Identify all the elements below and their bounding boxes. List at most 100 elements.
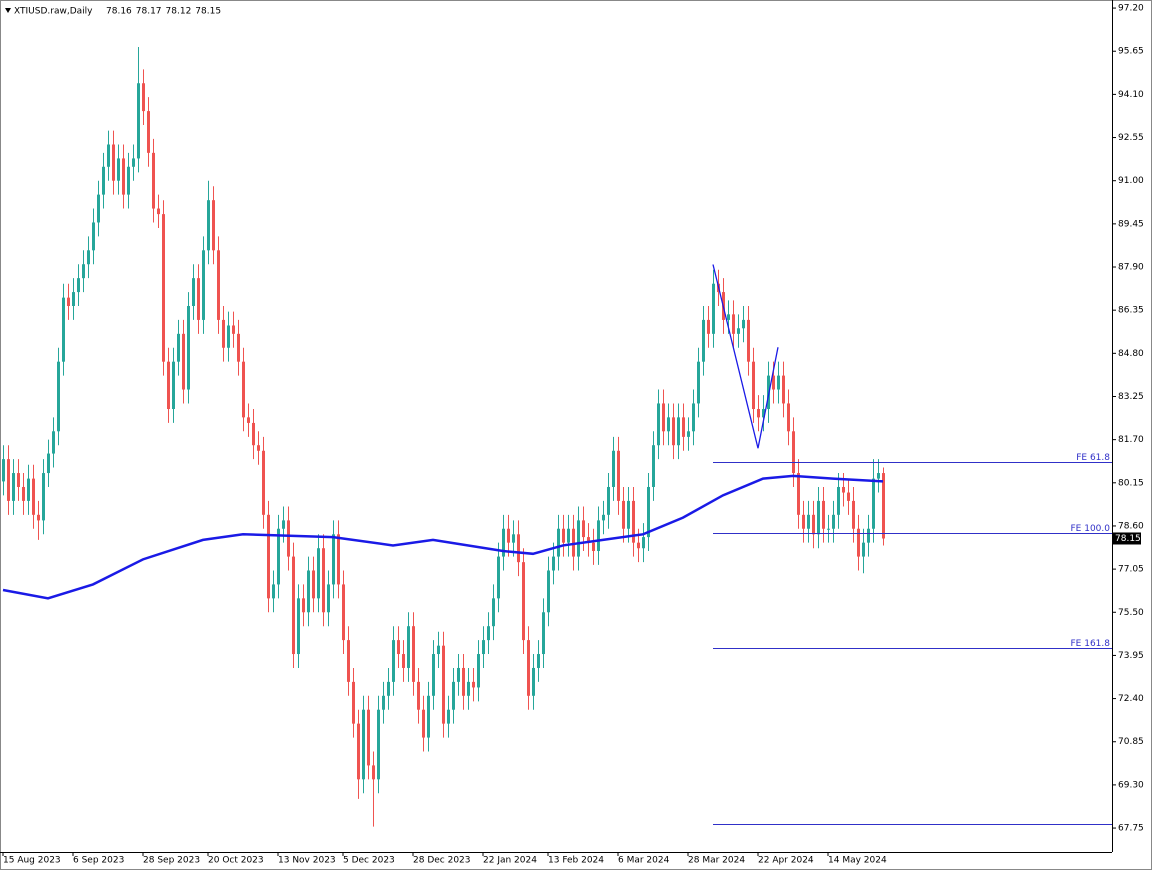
x-tick-label: 22 Apr 2024 <box>758 856 814 866</box>
candle-body <box>492 598 495 627</box>
y-tick-label: 67.75 <box>1118 824 1144 834</box>
y-tick-label: 73.95 <box>1118 651 1144 661</box>
candle-body <box>607 486 610 515</box>
candle-body <box>522 562 525 641</box>
candle-body <box>762 409 765 418</box>
candle-body <box>772 375 775 390</box>
candle-body <box>172 361 175 410</box>
candle-body <box>327 584 330 613</box>
x-tick-label: 28 Dec 2023 <box>413 856 471 866</box>
y-tick-label: 91.00 <box>1118 176 1144 186</box>
candle-body <box>557 528 560 557</box>
candle-body <box>397 640 400 655</box>
candle-body <box>812 514 815 535</box>
candle-body <box>842 486 845 493</box>
candle-body <box>237 333 240 362</box>
candle-body <box>612 450 615 487</box>
candle-body <box>582 520 585 538</box>
y-tick-label: 83.25 <box>1118 392 1144 402</box>
candle-body <box>137 83 140 159</box>
candle-body <box>827 528 830 530</box>
candle-body <box>72 292 75 306</box>
candle-body <box>832 514 835 529</box>
candle-body <box>162 214 165 362</box>
candle-body <box>2 459 5 482</box>
candle-body <box>822 500 825 529</box>
candle-body <box>577 520 580 557</box>
candle-body <box>792 431 795 474</box>
candle-body <box>782 375 785 404</box>
candle-body <box>167 361 170 410</box>
candle-body <box>347 640 350 682</box>
candle-body <box>552 556 555 571</box>
candle-body <box>202 250 205 320</box>
candle-body <box>527 640 530 696</box>
candle-body <box>147 111 150 153</box>
candle-body <box>417 681 420 710</box>
fib-label: FE 61.8 <box>1076 453 1110 463</box>
fib-label: FE 161.8 <box>1071 639 1111 649</box>
candle-body <box>657 403 660 446</box>
candle-body <box>787 403 790 432</box>
candle-body <box>232 325 235 334</box>
candle-body <box>7 459 10 501</box>
x-tick-label: 13 Nov 2023 <box>278 856 336 866</box>
candle-body <box>182 333 185 390</box>
candle-body <box>187 305 190 390</box>
candle-body <box>107 144 110 167</box>
candle-body <box>802 514 805 529</box>
candle-body <box>737 328 740 334</box>
candle-body <box>692 403 695 432</box>
x-tick-label: 6 Sep 2023 <box>73 856 124 866</box>
candle-body <box>457 667 460 682</box>
candle-body <box>872 478 875 529</box>
candle-body <box>697 361 700 404</box>
header-price: 78.12 <box>166 7 192 17</box>
candle-body <box>747 319 750 362</box>
candle-body <box>517 534 520 563</box>
candle-body <box>432 654 435 696</box>
candle-body <box>412 626 415 682</box>
candle-body <box>677 417 680 446</box>
candle-body <box>342 584 345 641</box>
candle-body <box>757 409 760 418</box>
y-tick-label: 70.85 <box>1118 737 1144 747</box>
fib-label: FE 100.0 <box>1071 524 1111 534</box>
candle-body <box>567 528 570 543</box>
candle-body <box>207 200 210 251</box>
candle-body <box>247 417 250 423</box>
candle-body <box>362 709 365 780</box>
candle-body <box>257 445 260 451</box>
candle-body <box>142 83 145 112</box>
candle-body <box>392 640 395 682</box>
x-tick-label: 13 Feb 2024 <box>548 856 604 866</box>
candle-body <box>57 361 60 432</box>
candle-body <box>502 528 505 557</box>
candle-body <box>82 264 85 279</box>
candle-body <box>667 417 670 432</box>
candle-body <box>42 473 45 521</box>
candle-body <box>437 645 440 655</box>
candle-body <box>777 375 780 390</box>
y-tick-label: 86.35 <box>1118 306 1144 316</box>
x-tick-label: 15 Aug 2023 <box>3 856 61 866</box>
candle-body <box>297 598 300 655</box>
y-tick-label: 75.50 <box>1118 608 1144 618</box>
candle-body <box>632 500 635 543</box>
candle-body <box>687 431 690 437</box>
candle-body <box>62 297 65 362</box>
x-tick-label: 14 May 2024 <box>828 856 887 866</box>
candle-body <box>132 158 135 167</box>
candle-body <box>372 765 375 780</box>
candle-body <box>447 709 450 724</box>
candle-body <box>882 473 885 539</box>
candle-body <box>272 584 275 599</box>
candle-body <box>862 542 865 557</box>
candle-body <box>837 486 840 515</box>
candle-body <box>712 283 715 334</box>
candle-body <box>592 542 595 552</box>
candle-body <box>752 361 755 410</box>
candle-body <box>797 473 800 515</box>
